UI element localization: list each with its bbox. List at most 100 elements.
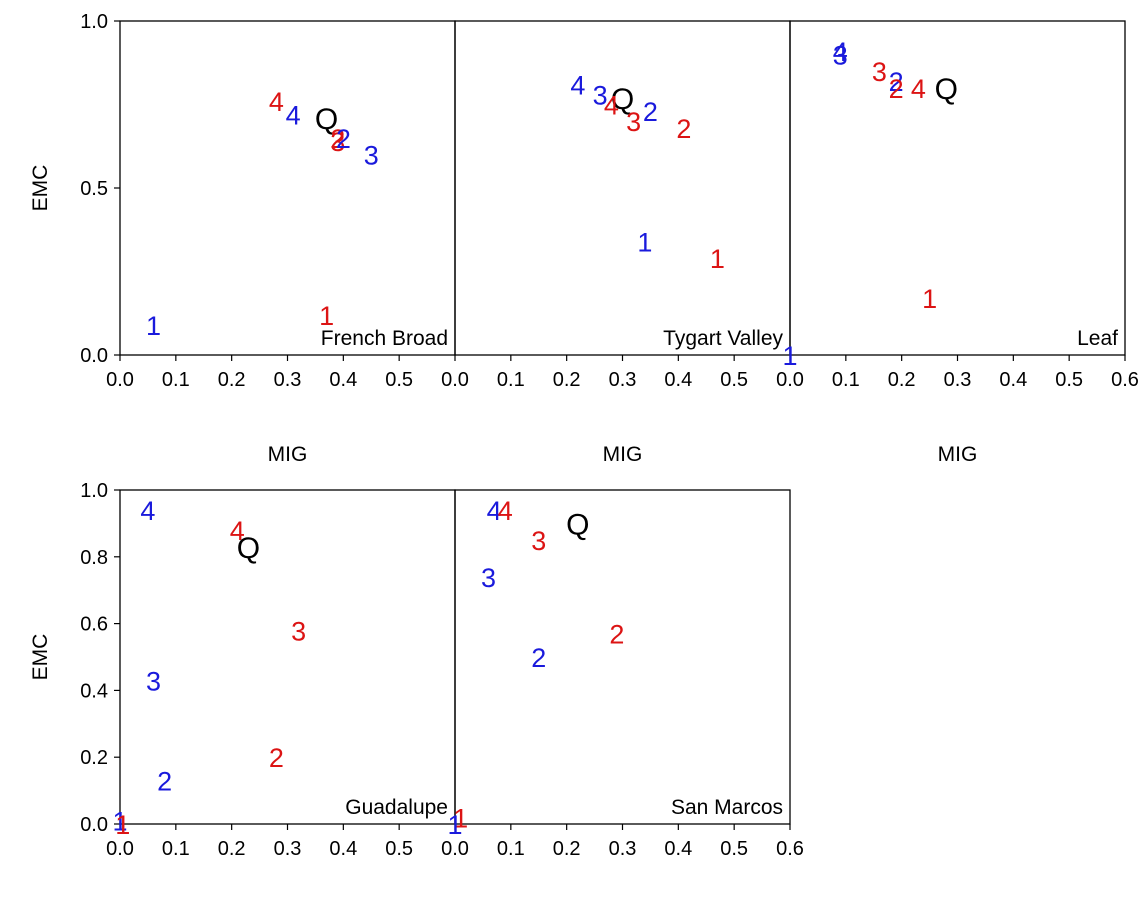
data-point-marker: 1 — [922, 284, 937, 314]
data-point-marker: 3 — [481, 563, 496, 593]
x-tick-label: 0.6 — [1111, 369, 1139, 391]
x-tick-label: 0.4 — [329, 838, 357, 860]
data-point-marker: Q — [935, 73, 958, 106]
y-tick-label: 0.2 — [80, 747, 108, 769]
x-tick-label: 0.0 — [776, 369, 804, 391]
x-tick-label: 0.0 — [106, 369, 134, 391]
x-tick-label: 0.2 — [888, 369, 916, 391]
y-tick-label: 1.0 — [80, 480, 108, 502]
x-tick-label: 0.5 — [385, 838, 413, 860]
data-point-marker: 2 — [643, 97, 658, 127]
data-point-marker: 4 — [498, 496, 513, 526]
y-tick-label: 0.0 — [80, 345, 108, 367]
data-point-marker: 1 — [453, 803, 468, 833]
data-point-marker: 4 — [833, 37, 848, 67]
data-point-marker: 1 — [115, 810, 130, 840]
data-point-marker: 2 — [336, 124, 351, 154]
x-tick-label: 0.4 — [664, 838, 692, 860]
data-point-marker: 2 — [889, 74, 904, 104]
data-point-marker: 1 — [710, 244, 725, 274]
data-point-marker: Q — [237, 532, 260, 565]
data-point-marker: 4 — [604, 91, 619, 121]
x-tick-label: 0.2 — [553, 369, 581, 391]
y-tick-label: 0.6 — [80, 614, 108, 636]
panel-title: Guadalupe — [345, 796, 448, 819]
panel-title: San Marcos — [671, 796, 783, 819]
x-tick-label: 0.2 — [218, 369, 246, 391]
y-tick-label: 1.0 — [80, 11, 108, 33]
y-tick-label: 0.8 — [80, 547, 108, 569]
data-point-marker: 4 — [269, 87, 284, 117]
x-axis-title: MIG — [603, 443, 643, 466]
x-tick-label: 0.4 — [999, 369, 1027, 391]
data-point-marker: 3 — [872, 57, 887, 87]
data-point-marker: 1 — [782, 341, 797, 371]
x-tick-label: 0.1 — [162, 369, 190, 391]
x-tick-label: 0.1 — [162, 838, 190, 860]
data-point-marker: 3 — [833, 40, 848, 70]
x-tick-label: 0.5 — [385, 369, 413, 391]
x-tick-label: 0.0 — [441, 369, 469, 391]
x-tick-label: 0.4 — [664, 369, 692, 391]
data-point-marker: 3 — [593, 80, 608, 110]
data-point-marker: 4 — [230, 516, 245, 546]
x-tick-label: 0.4 — [329, 369, 357, 391]
data-point-marker: 2 — [531, 643, 546, 673]
data-point-marker: 1 — [319, 301, 334, 331]
panel-frame — [789, 20, 1126, 356]
y-axis-title: EMC — [29, 634, 52, 681]
x-axis-title: MIG — [938, 443, 978, 466]
data-point-marker: 2 — [676, 114, 691, 144]
panel-title: Tygart Valley — [663, 327, 783, 350]
x-tick-label: 0.1 — [497, 838, 525, 860]
y-tick-label: 0.5 — [80, 178, 108, 200]
x-axis-title: MIG — [603, 912, 643, 914]
x-axis-title: MIG — [268, 912, 308, 914]
x-tick-label: 0.3 — [274, 369, 302, 391]
data-point-marker: 1 — [146, 311, 161, 341]
x-tick-label: 0.3 — [944, 369, 972, 391]
x-tick-label: 0.0 — [441, 838, 469, 860]
data-point-marker: 3 — [146, 666, 161, 696]
x-tick-label: 0.0 — [106, 838, 134, 860]
x-tick-label: 0.1 — [497, 369, 525, 391]
data-point-marker: 4 — [140, 496, 155, 526]
data-point-marker: 1 — [447, 810, 462, 840]
y-tick-label: 0.0 — [80, 814, 108, 836]
y-tick-label: 0.4 — [80, 680, 108, 702]
panel-title: Leaf — [1077, 327, 1118, 350]
panel-frame — [454, 489, 791, 825]
data-point-marker: 2 — [157, 767, 172, 797]
x-tick-label: 0.5 — [1055, 369, 1083, 391]
data-point-marker: 4 — [911, 74, 926, 104]
x-tick-label: 0.5 — [720, 838, 748, 860]
data-point-marker: 1 — [112, 807, 127, 837]
x-tick-label: 0.1 — [832, 369, 860, 391]
data-point-marker: 3 — [291, 616, 306, 646]
x-tick-label: 0.6 — [776, 838, 804, 860]
data-point-marker: Q — [566, 508, 589, 541]
data-point-marker: 3 — [531, 526, 546, 556]
x-tick-label: 0.5 — [720, 369, 748, 391]
panel-frame — [119, 20, 456, 356]
data-point-marker: 2 — [609, 620, 624, 650]
data-point-marker: 2 — [330, 124, 345, 154]
y-axis-title: EMC — [29, 165, 52, 212]
data-point-marker: Q — [611, 83, 634, 116]
x-tick-label: 0.3 — [609, 838, 637, 860]
data-point-marker: 3 — [626, 107, 641, 137]
data-point-marker: Q — [315, 103, 338, 136]
x-tick-label: 0.3 — [609, 369, 637, 391]
data-point-marker: 3 — [330, 127, 345, 157]
panel-frame — [454, 20, 791, 356]
x-tick-label: 0.2 — [553, 838, 581, 860]
data-point-marker: 2 — [269, 743, 284, 773]
data-point-marker: 1 — [637, 227, 652, 257]
x-tick-label: 0.3 — [274, 838, 302, 860]
data-point-marker: 2 — [889, 67, 904, 97]
panel-title: French Broad — [321, 327, 448, 350]
data-point-marker: 4 — [286, 101, 301, 131]
data-point-marker: 3 — [364, 141, 379, 171]
x-tick-label: 0.2 — [218, 838, 246, 860]
